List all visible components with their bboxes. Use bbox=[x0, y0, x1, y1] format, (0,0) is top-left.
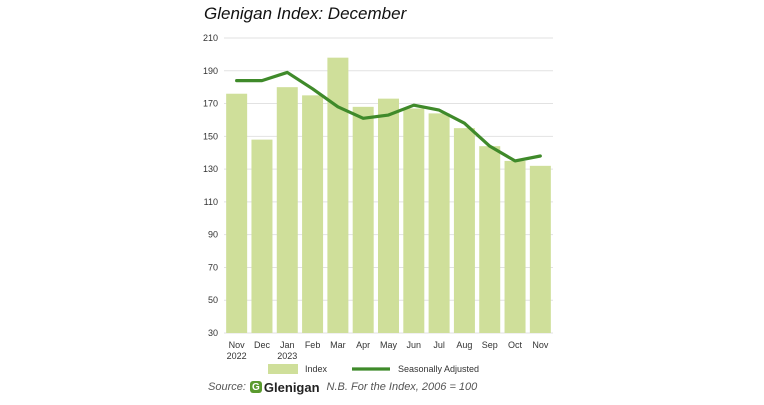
glenigan-logo-mark-icon: G bbox=[250, 381, 262, 393]
chart-title: Glenigan Index: December bbox=[204, 4, 406, 24]
x-tick-label: Apr bbox=[356, 340, 370, 350]
index-bar bbox=[251, 140, 272, 333]
legend-seasonally-adjusted-label: Seasonally Adjusted bbox=[398, 364, 479, 374]
x-tick-label: Oct bbox=[508, 340, 523, 350]
x-tick-label: Nov bbox=[229, 340, 246, 350]
legend-index-swatch bbox=[268, 364, 298, 374]
index-bar bbox=[429, 113, 450, 333]
glenigan-logo: G Glenigan bbox=[250, 380, 320, 395]
index-bar bbox=[226, 94, 247, 333]
x-tick-label: Feb bbox=[305, 340, 321, 350]
x-tick-label: 2023 bbox=[277, 351, 297, 361]
x-tick-label: 2022 bbox=[227, 351, 247, 361]
x-tick-label: May bbox=[380, 340, 398, 350]
x-tick-label: Sep bbox=[482, 340, 498, 350]
index-bar bbox=[479, 146, 500, 333]
y-axis-ticks: 30 50 70 90 110 130 150 170 190 210 bbox=[203, 33, 218, 338]
x-tick-label: Nov bbox=[532, 340, 549, 350]
y-tick-label: 210 bbox=[203, 33, 218, 43]
source-footer: Source: G Glenigan N.B. For the Index, 2… bbox=[208, 378, 477, 396]
x-tick-label: Jan bbox=[280, 340, 295, 350]
index-bar bbox=[530, 166, 551, 333]
index-base-note: N.B. For the Index, 2006 = 100 bbox=[327, 381, 478, 393]
y-tick-label: 190 bbox=[203, 66, 218, 76]
glenigan-logo-text: Glenigan bbox=[264, 380, 320, 395]
y-tick-label: 90 bbox=[208, 230, 218, 240]
y-tick-label: 110 bbox=[204, 197, 218, 207]
y-tick-label: 130 bbox=[203, 164, 218, 174]
index-bar bbox=[353, 107, 374, 333]
legend: Index Seasonally Adjusted bbox=[268, 364, 479, 374]
x-tick-label: Mar bbox=[330, 340, 346, 350]
y-tick-label: 30 bbox=[208, 328, 218, 338]
legend-index-label: Index bbox=[305, 364, 328, 374]
index-bar bbox=[454, 128, 475, 333]
index-bar bbox=[327, 58, 348, 333]
x-tick-label: Aug bbox=[456, 340, 472, 350]
index-bar bbox=[378, 99, 399, 333]
y-tick-label: 70 bbox=[208, 262, 218, 272]
index-bar bbox=[302, 95, 323, 333]
x-tick-label: Jul bbox=[433, 340, 445, 350]
source-label: Source: bbox=[208, 381, 246, 393]
index-bar bbox=[277, 87, 298, 333]
index-bar bbox=[403, 108, 424, 333]
y-tick-label: 170 bbox=[203, 99, 218, 109]
y-tick-label: 150 bbox=[203, 131, 218, 141]
index-bar bbox=[505, 161, 526, 333]
y-tick-label: 50 bbox=[208, 295, 218, 305]
index-bars bbox=[226, 58, 551, 333]
x-tick-label: Dec bbox=[254, 340, 271, 350]
x-tick-label: Jun bbox=[407, 340, 422, 350]
